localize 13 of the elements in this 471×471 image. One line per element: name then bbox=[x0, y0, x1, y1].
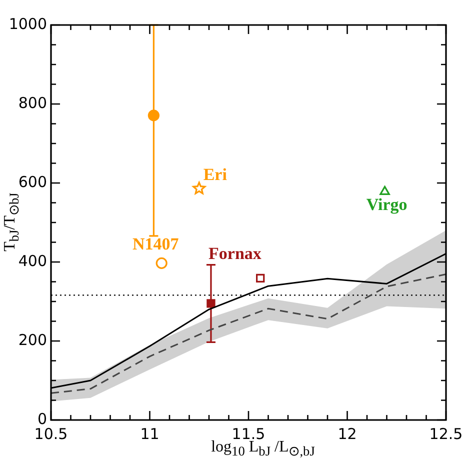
y-tick-label: 600 bbox=[18, 172, 47, 191]
x-tick-label: 11 bbox=[140, 424, 160, 443]
series-label: Virgo bbox=[366, 195, 408, 214]
y-tick-label: 800 bbox=[18, 94, 47, 112]
y-tick-label: 200 bbox=[18, 330, 47, 349]
y-tick-label: 1000 bbox=[8, 14, 47, 33]
x-tick-label: 12 bbox=[338, 424, 357, 443]
x-tick-label: 12.5 bbox=[429, 424, 463, 443]
series-label: Fornax bbox=[208, 244, 262, 263]
series-label: N1407 bbox=[132, 234, 180, 254]
series-label: Eri bbox=[203, 164, 228, 184]
x-axis-title: log$_{10}$ L$_{bJ}$ /L$_{⊙,bJ}$ bbox=[211, 438, 315, 460]
y-tick-label: 400 bbox=[18, 252, 47, 270]
